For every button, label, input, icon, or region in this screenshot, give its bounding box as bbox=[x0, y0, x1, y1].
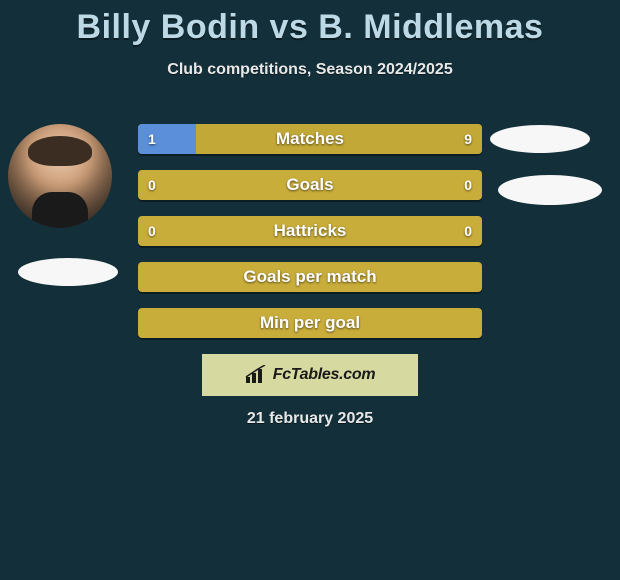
metric-row: Matches1 9 bbox=[138, 124, 482, 154]
metric-label: Min per goal bbox=[138, 308, 482, 338]
metric-row: Goals0 0 bbox=[138, 170, 482, 200]
metric-left-value: 1 bbox=[138, 124, 166, 154]
footer-brand-text: FcTables.com bbox=[273, 366, 376, 384]
metric-right-value: 0 bbox=[454, 216, 482, 246]
metric-right-value: 9 bbox=[454, 124, 482, 154]
page-title: Billy Bodin vs B. Middlemas bbox=[0, 0, 620, 47]
metric-label: Goals bbox=[138, 170, 482, 200]
metric-right-value: 0 bbox=[454, 170, 482, 200]
metric-row: Min per goal bbox=[138, 308, 482, 338]
comparison-bars: Matches19Goals00Hattricks00Goals per mat… bbox=[138, 124, 482, 354]
footer-date: 21 february 2025 bbox=[0, 410, 620, 428]
metric-row: Goals per match bbox=[138, 262, 482, 292]
metric-label: Matches bbox=[138, 124, 482, 154]
player-left-club-logo bbox=[18, 258, 118, 286]
metric-left-value: 0 bbox=[138, 170, 166, 200]
player-right-avatar bbox=[490, 125, 590, 153]
metric-label: Hattricks bbox=[138, 216, 482, 246]
subtitle: Club competitions, Season 2024/2025 bbox=[0, 61, 620, 79]
bar-chart-icon bbox=[245, 365, 269, 385]
footer-brand-badge: FcTables.com bbox=[202, 354, 418, 396]
metric-label: Goals per match bbox=[138, 262, 482, 292]
player-left-avatar bbox=[8, 124, 112, 228]
metric-left-value: 0 bbox=[138, 216, 166, 246]
player-right-club-logo bbox=[498, 175, 602, 205]
metric-row: Hattricks0 0 bbox=[138, 216, 482, 246]
